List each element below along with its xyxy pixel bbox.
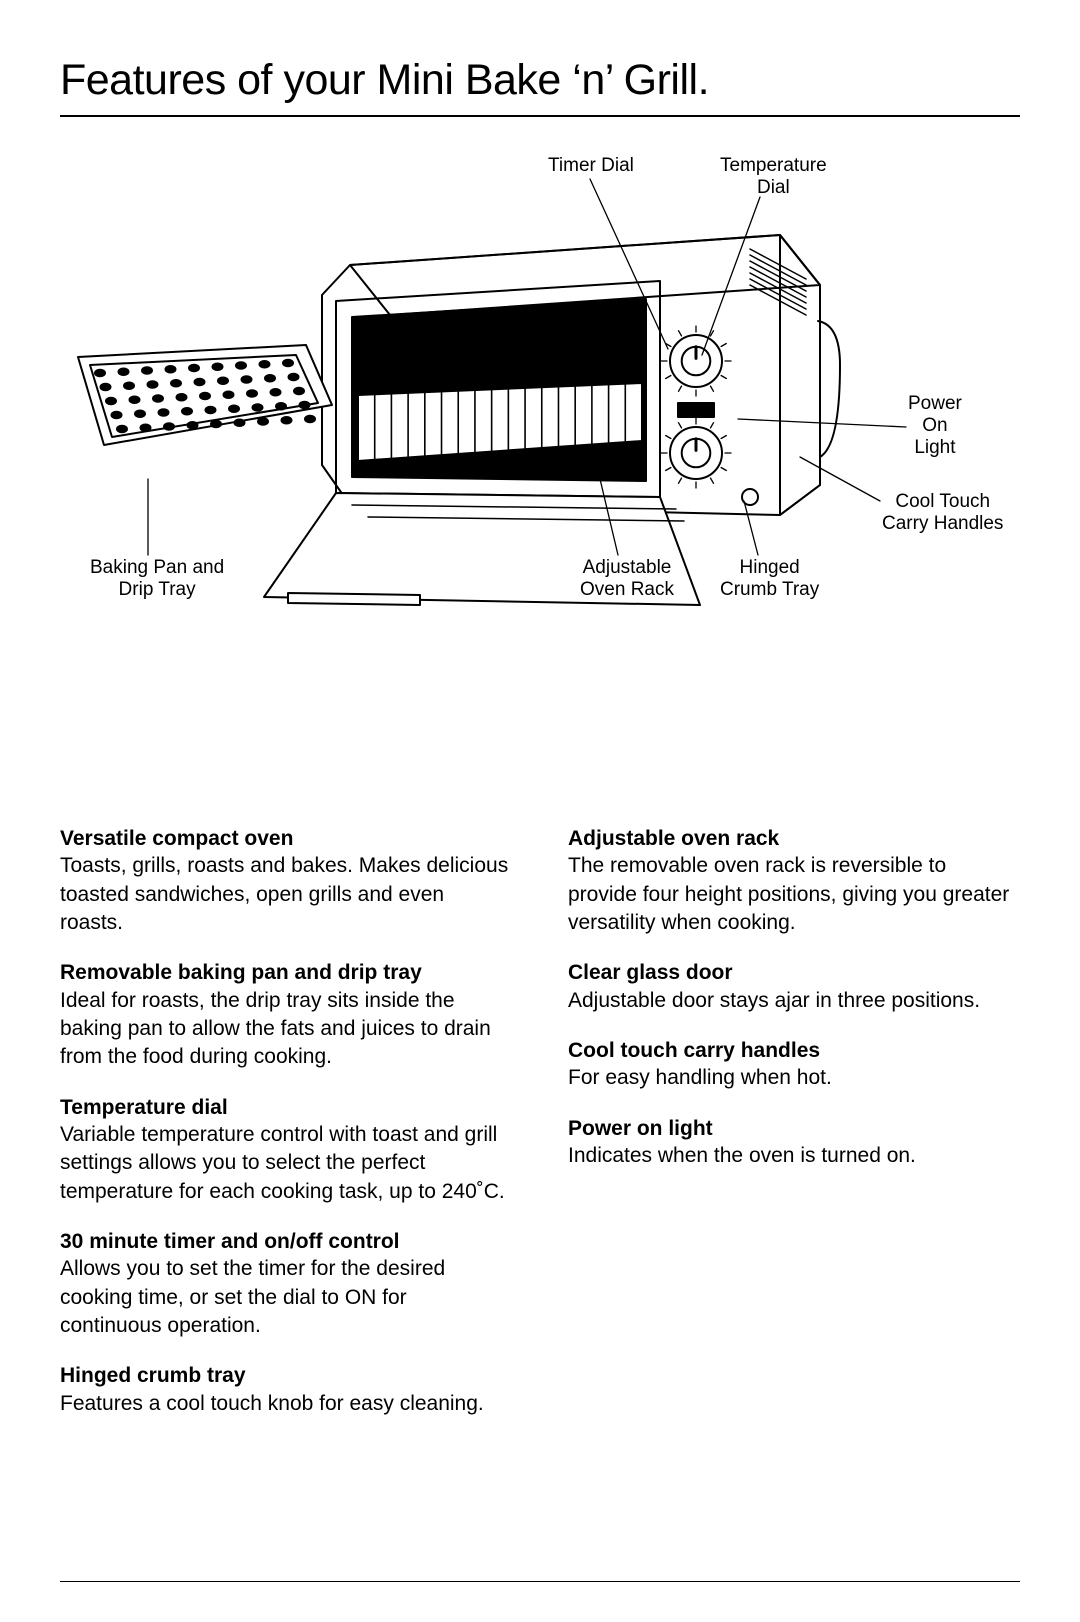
- feature-body: Toasts, grills, roasts and bakes. Makes …: [60, 852, 512, 937]
- callout-temperature-dial: Temperature Dial: [720, 155, 827, 199]
- feature-item: Temperature dialVariable temperature con…: [60, 1094, 512, 1206]
- feature-item: 30 minute timer and on/off controlAllows…: [60, 1228, 512, 1340]
- feature-body: The removable oven rack is reversible to…: [568, 852, 1020, 937]
- feature-body: Adjustable door stays ajar in three posi…: [568, 987, 1020, 1015]
- feature-column-right: Adjustable oven rackThe removable oven r…: [568, 825, 1020, 1581]
- feature-body: For easy handling when hot.: [568, 1064, 1020, 1092]
- feature-body: Indicates when the oven is turned on.: [568, 1142, 1020, 1170]
- callout-hinged-crumb: Hinged Crumb Tray: [720, 557, 819, 601]
- callout-power-on-light: Power On Light: [908, 393, 962, 459]
- feature-body: Variable temperature control with toast …: [60, 1121, 512, 1206]
- feature-title: Temperature dial: [60, 1094, 512, 1121]
- feature-item: Power on lightIndicates when the oven is…: [568, 1115, 1020, 1171]
- feature-body: Features a cool touch knob for easy clea…: [60, 1390, 512, 1418]
- feature-title: Power on light: [568, 1115, 1020, 1142]
- page-title: Features of your Mini Bake ‘n’ Grill.: [60, 56, 1020, 105]
- callout-cool-touch: Cool Touch Carry Handles: [882, 491, 1003, 535]
- feature-item: Removable baking pan and drip trayIdeal …: [60, 959, 512, 1071]
- feature-body: Allows you to set the timer for the desi…: [60, 1255, 512, 1340]
- feature-title: Removable baking pan and drip tray: [60, 959, 512, 986]
- title-rule: [60, 115, 1020, 117]
- feature-title: Cool touch carry handles: [568, 1037, 1020, 1064]
- feature-title: Versatile compact oven: [60, 825, 512, 852]
- callout-timer-dial: Timer Dial: [548, 155, 634, 177]
- feature-item: Cool touch carry handlesFor easy handlin…: [568, 1037, 1020, 1093]
- feature-column-left: Versatile compact ovenToasts, grills, ro…: [60, 825, 512, 1581]
- feature-title: 30 minute timer and on/off control: [60, 1228, 512, 1255]
- feature-title: Clear glass door: [568, 959, 1020, 986]
- feature-item: Versatile compact ovenToasts, grills, ro…: [60, 825, 512, 937]
- oven-diagram: Timer Dial Temperature Dial Power On Light…: [60, 145, 1020, 705]
- feature-body: Ideal for roasts, the drip tray sits ins…: [60, 987, 512, 1072]
- feature-title: Hinged crumb tray: [60, 1362, 512, 1389]
- feature-title: Adjustable oven rack: [568, 825, 1020, 852]
- feature-item: Hinged crumb trayFeatures a cool touch k…: [60, 1362, 512, 1418]
- callout-adjustable-rack: Adjustable Oven Rack: [580, 557, 674, 601]
- callout-baking-pan: Baking Pan and Drip Tray: [90, 557, 224, 601]
- feature-item: Adjustable oven rackThe removable oven r…: [568, 825, 1020, 937]
- feature-item: Clear glass doorAdjustable door stays aj…: [568, 959, 1020, 1015]
- bottom-rule: [60, 1581, 1020, 1582]
- feature-columns: Versatile compact ovenToasts, grills, ro…: [60, 825, 1020, 1581]
